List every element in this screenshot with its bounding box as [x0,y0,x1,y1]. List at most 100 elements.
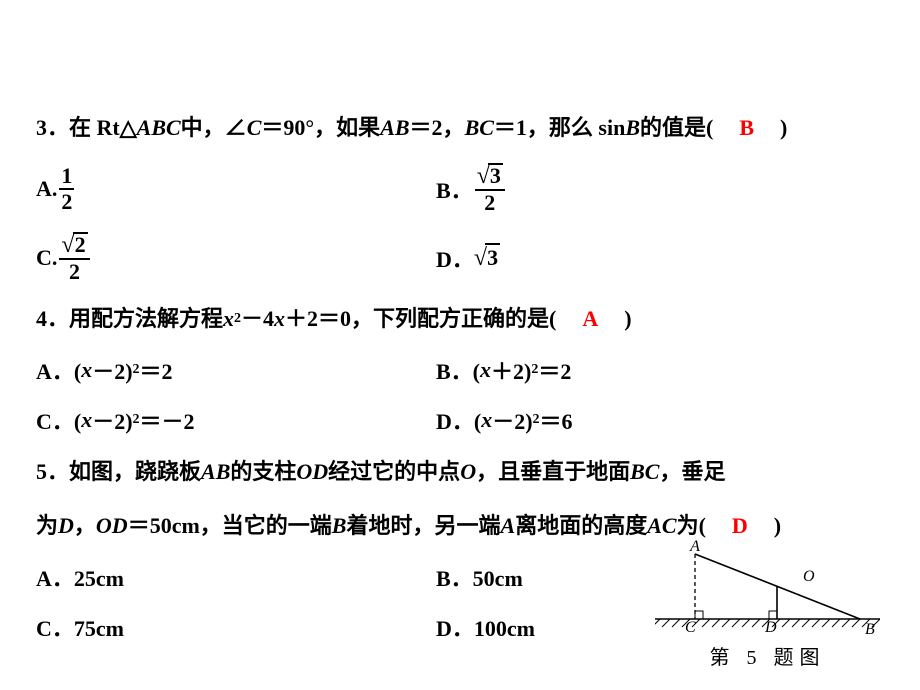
exponent: 2 [133,412,140,428]
var-b: B [332,508,347,543]
fraction: √ 2 2 [59,232,89,283]
text: ，垂足 [659,454,725,489]
q5-stem-line1: 5．如图，跷跷板 AB 的支柱 OD 经过它的中点 O ，且垂直于地面 BC ，… [36,454,884,489]
text: ) [758,110,787,145]
text: ＝6 [540,404,573,436]
var-a: A [501,508,516,543]
fig-label-d: D [764,619,777,636]
sqrt: √ 2 [61,232,87,257]
exponent: 2 [234,308,241,330]
q4-answer: A [582,301,598,336]
var-d: D [58,508,74,543]
var-ac: AC [647,508,676,543]
sqrt: √ 3 [477,163,503,188]
text: ＝2 [538,354,571,386]
text: 经过它的中点 [328,454,460,489]
var-od: OD [96,508,128,543]
q5-opt-b: B．50cm [436,561,523,593]
text: ＋2＝0，下列配方正确的是( [285,301,578,336]
opt-label: C. [36,245,57,271]
var-x: x [480,357,491,383]
q4-opt-a: A．( x －2) 2 ＝2 [36,354,436,386]
numerator: √ 3 [475,163,505,191]
q3-stem: 3．在 Rt△ ABC 中，∠ C ＝90°，如果 AB ＝2， BC ＝1，那… [36,110,884,145]
text: ) [602,301,631,336]
q5-opt-d: D．100cm [436,611,535,643]
var-o: O [460,454,476,489]
q4-options-row2: C．( x －2) 2 ＝－2 D．( x －2) 2 ＝6 [36,404,884,436]
var-x: x [81,357,92,383]
text: ， [74,508,96,543]
denominator: 2 [69,260,80,283]
text: 为( [677,508,728,543]
var-ab: AB [380,110,409,145]
q3-answer: B [739,110,754,145]
opt-label: A. [36,176,57,202]
text: －2) [92,354,132,386]
text: ＝1，那么 sin [494,110,625,145]
exponent: 2 [133,362,140,378]
seesaw-diagram-icon: A B C D O [655,539,880,639]
q4-opt-d: D．( x －2) 2 ＝6 [436,404,573,436]
radicand: 2 [73,232,88,256]
q3-opt-b: B． √ 3 2 [436,163,507,214]
q3-opt-d: D． √ 3 [436,232,500,283]
q5-opt-c: C．75cm [36,611,436,643]
text: 中，∠ [181,110,247,145]
var-ab: AB [201,454,230,489]
q4-opt-c: C．( x －2) 2 ＝－2 [36,404,436,436]
opt-label: B．( [436,354,480,386]
var-bc: BC [465,110,494,145]
var-bc: BC [630,454,659,489]
q4-stem: 4．用配方法解方程 x 2 －4 x ＋2＝0，下列配方正确的是( A ) [36,301,884,336]
q5-figure: A B C D O 第 5 题图 [655,539,880,670]
text: ＋2) [491,354,531,386]
text: 为 [36,508,58,543]
text: 5．如图，跷跷板 [36,454,201,489]
q5-opt-a: A．25cm [36,561,436,593]
text: 的值是( [640,110,735,145]
text: －2) [492,404,532,436]
opt-label: D． [436,242,474,274]
q3-opt-a: A. 1 2 [36,163,436,214]
opt-label: D．( [436,404,481,436]
denominator: 2 [484,191,495,214]
exponent: 2 [533,412,540,428]
text: 3．在 Rt△ [36,110,137,145]
opt-label: B． [436,173,473,205]
text: 的支柱 [230,454,296,489]
fig-label-c: C [685,619,696,636]
radicand: 3 [485,243,500,271]
math-worksheet-page: 3．在 Rt△ ABC 中，∠ C ＝90°，如果 AB ＝2， BC ＝1，那… [0,0,920,690]
var-x: x [481,407,492,433]
text: ＝90°，如果 [261,110,380,145]
text: ，且垂直于地面 [476,454,630,489]
q4-opt-b: B．( x ＋2) 2 ＝2 [436,354,571,386]
fraction: 1 2 [59,165,74,213]
text: ) [752,508,781,543]
q4-options-row1: A．( x －2) 2 ＝2 B．( x ＋2) 2 ＝2 [36,354,884,386]
figure-caption: 第 5 题图 [655,641,880,670]
var-od: OD [296,454,328,489]
var-x: x [274,301,285,336]
opt-label: A．( [36,354,81,386]
text: －4 [241,301,274,336]
var-abc: ABC [137,110,181,145]
numerator: √ 2 [59,232,89,260]
var-x: x [223,301,234,336]
q5-answer: D [732,508,748,543]
fig-label-a: A [689,539,700,555]
text: 着地时，另一端 [346,508,500,543]
text: ＝2 [140,354,173,386]
text: ＝－2 [140,404,195,436]
opt-label: C．( [36,404,81,436]
var-x: x [81,407,92,433]
fraction: √ 3 2 [475,163,505,214]
text: －2) [92,404,132,436]
text: ＝50cm，当它的一端 [128,508,332,543]
var-b: B [625,110,640,145]
var-c: C [247,110,262,145]
fig-label-o: O [803,568,815,585]
fig-label-b: B [865,621,875,638]
sqrt: √ 3 [474,243,500,272]
